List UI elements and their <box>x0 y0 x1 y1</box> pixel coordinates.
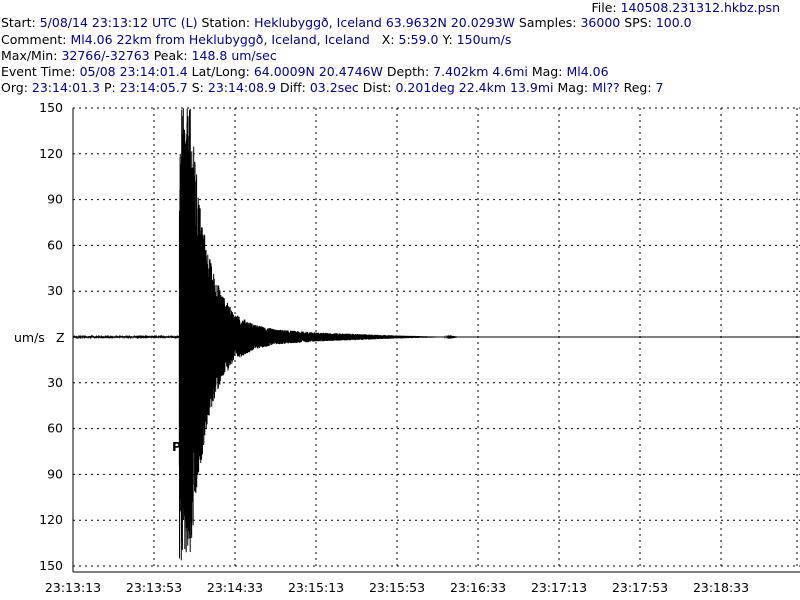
comment-label: Comment: <box>1 32 67 47</box>
reg-value: 7 <box>655 80 664 95</box>
sps-label: SPS: <box>624 15 652 30</box>
y-tick-label: 150 <box>39 100 63 115</box>
header-line-start: Start: 5/08/14 23:13:12 UTC (L) Station:… <box>1 15 692 31</box>
file-value: 140508.231312.hkbz.psn <box>620 0 780 15</box>
y-tick-label: 120 <box>39 146 63 161</box>
s-label: S: <box>191 80 204 95</box>
peak-label: Peak: <box>153 48 188 63</box>
y-tick-label: 150 <box>39 558 63 573</box>
org-label: Org: <box>1 80 28 95</box>
mag2-label: Mag: <box>557 80 589 95</box>
file-name: File: 140508.231312.hkbz.psn <box>591 0 780 16</box>
mag-label: Mag: <box>531 64 563 79</box>
latlong-label: Lat/Long: <box>191 64 250 79</box>
start-label: Start: <box>1 15 36 30</box>
depth-value: 7.402km 4.6mi <box>433 64 528 79</box>
comment-value: Ml4.06 22km from Heklubyggð, Iceland, Ic… <box>70 32 370 47</box>
cursor-y-value: 150um/s <box>456 32 512 47</box>
y-tick-label: 60 <box>47 237 63 252</box>
depth-label: Depth: <box>386 64 430 79</box>
station-label: Station: <box>201 15 251 30</box>
dist-label: Dist: <box>362 80 392 95</box>
p-value: 23:14:05.7 <box>119 80 188 95</box>
s-value: 23:14:08.9 <box>207 80 276 95</box>
diff-label: Diff: <box>279 80 306 95</box>
x-tick-label: 23:14:33 <box>207 580 263 595</box>
header-line-comment: Comment: Ml4.06 22km from Heklubyggð, Ic… <box>1 32 511 48</box>
seismic-trace <box>72 108 800 561</box>
x-tick-label: 23:13:53 <box>126 580 182 595</box>
y-tick-label: 120 <box>39 512 63 527</box>
header-line-origin: Org: 23:14:01.3 P: 23:14:05.7 S: 23:14:0… <box>1 80 664 96</box>
station-value: Heklubyggð, Iceland 63.9632N 20.0293W <box>254 15 515 30</box>
maxmin-value: 32766/-32763 <box>61 48 150 63</box>
latlong-value: 64.0009N 20.4746W <box>253 64 383 79</box>
file-label: File: <box>591 0 617 15</box>
mag-value: Ml4.06 <box>566 64 609 79</box>
p-phase-marker: P <box>172 439 181 454</box>
header-line-maxmin: Max/Min: 32766/-32763 Peak: 148.8 um/sec <box>1 48 277 64</box>
cursor-x-label: X: <box>381 32 395 47</box>
cursor-x-value: 5:59.0 <box>398 32 439 47</box>
reg-label: Reg: <box>623 80 652 95</box>
y-tick-label: 90 <box>47 466 63 481</box>
x-tick-label: 23:17:13 <box>531 580 587 595</box>
dist-value: 0.201deg 22.4km 13.9mi <box>395 80 554 95</box>
y-tick-label: 90 <box>47 192 63 207</box>
trace-line <box>72 108 800 561</box>
y-tick-label: 60 <box>47 421 63 436</box>
sps-value: 100.0 <box>655 15 692 30</box>
diff-value: 03.2sec <box>309 80 359 95</box>
cursor-y-label: Y: <box>442 32 453 47</box>
start-value: 5/08/14 23:13:12 UTC (L) <box>39 15 198 30</box>
x-tick-label: 23:15:13 <box>288 580 344 595</box>
x-tick-label: 23:18:33 <box>693 580 749 595</box>
y-tick-labels: 150 120 90 60 30 30 60 90 120 150 <box>39 100 63 573</box>
y-axis-label: um/s <box>14 330 45 345</box>
x-tick-labels: 23:13:13 23:13:53 23:14:33 23:15:13 23:15:53… <box>45 580 749 595</box>
p-label: P: <box>103 80 116 95</box>
samples-label: Samples: <box>518 15 577 30</box>
x-tick-label: 23:15:53 <box>369 580 425 595</box>
samples-value: 36000 <box>580 15 621 30</box>
peak-value: 148.8 um/sec <box>191 48 277 63</box>
mag2-value: Ml?? <box>592 80 620 95</box>
event-time-value: 05/08 23:14:01.4 <box>79 64 188 79</box>
x-tick-label: 23:16:33 <box>450 580 506 595</box>
y-tick-label: 30 <box>47 283 63 298</box>
maxmin-label: Max/Min: <box>1 48 58 63</box>
header-line-event: Event Time: 05/08 23:14:01.4 Lat/Long: 6… <box>1 64 609 80</box>
event-time-label: Event Time: <box>1 64 76 79</box>
channel-label: Z <box>56 330 65 345</box>
org-value: 23:14:01.3 <box>31 80 100 95</box>
x-tick-label: 23:13:13 <box>45 580 101 595</box>
y-tick-label: 30 <box>47 375 63 390</box>
x-tick-label: 23:17:53 <box>612 580 668 595</box>
